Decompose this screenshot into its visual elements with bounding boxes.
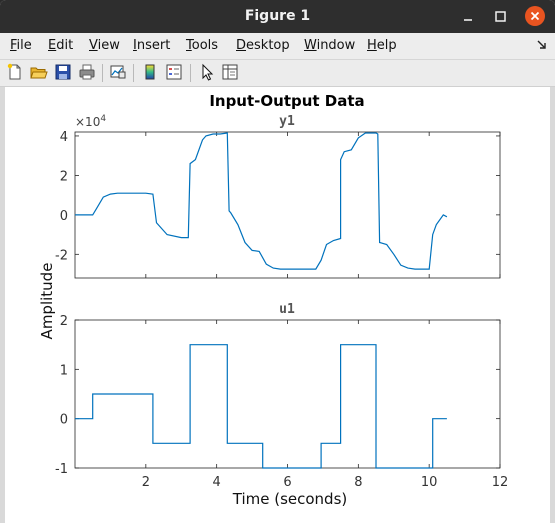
title-bar[interactable]: Figure 1	[0, 0, 555, 33]
menu-label-rest: ools	[191, 38, 219, 53]
xtick-label-group: 2 4 6 8 10 12	[142, 475, 509, 490]
menu-mnemonic: F	[10, 38, 17, 53]
y-tick-label: 2	[60, 169, 68, 184]
axes-box	[74, 131, 501, 279]
menu-bar: File Edit View Insert Tools Desktop Wind…	[0, 33, 555, 60]
menu-mnemonic: T	[186, 38, 192, 53]
toolbar-separator	[133, 64, 134, 82]
ytick-label-group: 2 1 0 -1	[55, 314, 68, 477]
axes-u1[interactable]: u1 210-1 2 4 6 8 10 12	[55, 302, 508, 490]
menu-label-rest: ile	[16, 38, 32, 53]
menu-label-rest: elp	[376, 38, 397, 53]
tick-group	[75, 319, 501, 469]
menu-label-rest: esktop	[246, 38, 290, 53]
plot-area[interactable]: Input-Output Data Amplitude Time (second…	[5, 87, 550, 523]
menu-mnemonic: D	[236, 38, 247, 53]
y-tick-label: -1	[55, 462, 68, 477]
axes-title: y1	[279, 114, 295, 129]
background-strip	[0, 87, 5, 523]
toolbar-separator	[190, 64, 191, 82]
figure-canvas[interactable]: Input-Output Data Amplitude Time (second…	[5, 87, 550, 523]
y-tick-label: 0	[60, 209, 68, 224]
dock-arrow-icon[interactable]	[536, 39, 548, 51]
menu-window[interactable]: Window	[304, 38, 355, 53]
x-tick-label: 6	[283, 475, 291, 490]
y-tick-label: 0	[60, 413, 68, 428]
x-tick-label: 4	[213, 475, 221, 490]
x-tick-label: 12	[492, 475, 509, 490]
print-icon[interactable]	[78, 63, 96, 81]
insert-legend-icon[interactable]	[165, 63, 183, 81]
close-icon[interactable]	[525, 6, 545, 26]
property-inspector-icon[interactable]	[221, 63, 239, 81]
link-plot-icon[interactable]	[109, 63, 127, 81]
series-line-y1	[75, 132, 448, 270]
save-icon[interactable]	[54, 63, 72, 81]
y-tick-label: -2	[55, 248, 68, 263]
figure-toolbar	[0, 60, 555, 87]
menu-view[interactable]: View	[89, 38, 120, 53]
x-tick-label: 8	[354, 475, 362, 490]
y-axis-label: Amplitude	[38, 263, 56, 340]
insert-colorbar-icon[interactable]	[141, 63, 159, 81]
menu-label-rest: indow	[316, 38, 356, 53]
menu-mnemonic: E	[48, 38, 57, 53]
toolbar-separator	[102, 64, 103, 82]
menu-label-rest: iew	[97, 38, 120, 53]
x-axis-label: Time (seconds)	[232, 490, 348, 508]
y-tick-label: 2	[60, 314, 68, 329]
menu-mnemonic: V	[89, 38, 98, 53]
menu-edit[interactable]: Edit	[48, 38, 73, 53]
x-tick-label: 2	[142, 475, 150, 490]
series-line-u1	[75, 344, 447, 469]
maximize-icon[interactable]	[490, 6, 510, 26]
menu-help[interactable]: Help	[367, 38, 397, 53]
menu-file[interactable]: File	[10, 38, 32, 53]
axes-title: u1	[279, 302, 295, 317]
x-tick-label: 10	[421, 475, 438, 490]
menu-tools[interactable]: Tools	[186, 38, 218, 53]
menu-label-rest: nsert	[136, 38, 171, 53]
menu-mnemonic: W	[304, 38, 317, 53]
background-strip	[550, 87, 555, 523]
open-file-icon[interactable]	[30, 63, 48, 81]
menu-label-rest: dit	[56, 38, 74, 53]
edit-plot-pointer-icon[interactable]	[198, 63, 216, 81]
y-tick-label: 4	[60, 130, 68, 145]
figure-title: Input-Output Data	[209, 92, 364, 110]
menu-insert[interactable]: Insert	[133, 38, 170, 53]
menu-mnemonic: I	[133, 38, 137, 53]
y-tick-label: 1	[60, 363, 68, 378]
ytick-label-group: 4 2 0 -2	[55, 130, 68, 263]
minimize-icon[interactable]	[458, 6, 478, 26]
window-title: Figure 1	[244, 8, 311, 24]
menu-mnemonic: H	[367, 38, 377, 53]
new-figure-icon[interactable]	[6, 63, 24, 81]
menu-desktop[interactable]: Desktop	[236, 38, 290, 53]
y-exponent-label: ×104	[75, 114, 106, 129]
axes-y1[interactable]: y1 ×104 4 2 0 -2	[55, 114, 501, 279]
